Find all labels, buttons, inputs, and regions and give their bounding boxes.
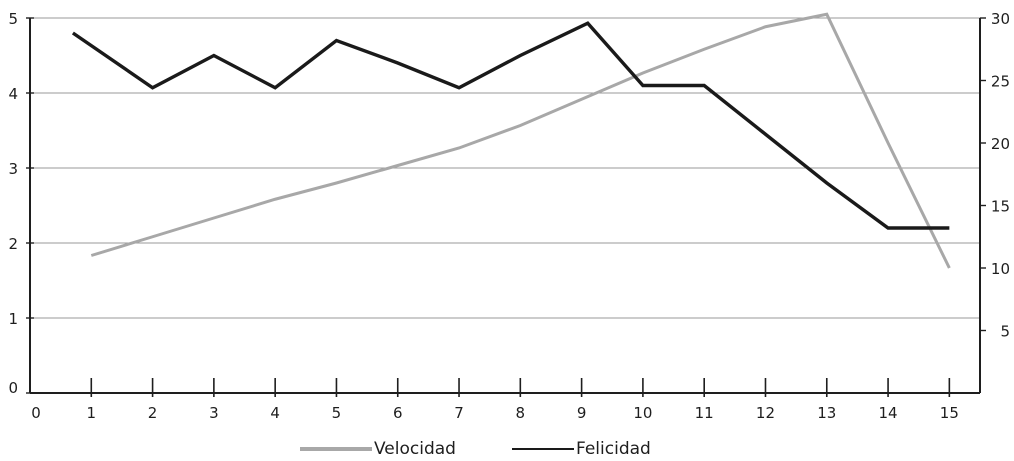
series-line-velocidad xyxy=(90,12,951,269)
legend-item-velocidad: Velocidad xyxy=(300,437,456,461)
x-tick-label-3: 3 xyxy=(209,404,219,422)
x-tick-label-1: 1 xyxy=(87,404,97,422)
x-tick-label-14: 14 xyxy=(879,404,898,422)
legend-swatch-felicidad xyxy=(512,448,574,450)
x-tick-label-4: 4 xyxy=(270,404,280,422)
y-left-label-4: 4 xyxy=(8,85,18,103)
y-left-label-5: 5 xyxy=(8,10,18,28)
legend-label-velocidad: Velocidad xyxy=(374,439,456,459)
y-right-label-25: 25 xyxy=(991,73,1010,91)
legend-swatch-velocidad xyxy=(300,447,372,451)
x-tick-label-13: 13 xyxy=(817,404,836,422)
y-right-label-5: 5 xyxy=(1000,323,1010,341)
series-lines xyxy=(71,12,951,269)
y-left-label-3: 3 xyxy=(8,160,18,178)
x-tick-label-15: 15 xyxy=(940,404,959,422)
y-left-label-1: 1 xyxy=(8,310,18,328)
x-tick-label-2: 2 xyxy=(148,404,158,422)
series-line-felicidad xyxy=(71,21,950,230)
y-left-label-0: 0 xyxy=(8,379,18,397)
x-tick-label-9: 9 xyxy=(577,404,587,422)
y-right-label-20: 20 xyxy=(991,135,1010,153)
x-tick-label-0: 0 xyxy=(31,404,41,422)
legend-label-felicidad: Felicidad xyxy=(576,439,651,459)
chart-axes xyxy=(29,18,981,394)
x-tick-label-10: 10 xyxy=(633,404,652,422)
tick-marks xyxy=(26,17,986,397)
y-left-label-2: 2 xyxy=(8,235,18,253)
x-tick-label-8: 8 xyxy=(516,404,526,422)
x-tick-label-7: 7 xyxy=(454,404,464,422)
x-tick-label-5: 5 xyxy=(332,404,342,422)
x-tick-label-6: 6 xyxy=(393,404,403,422)
y-right-label-15: 15 xyxy=(991,198,1010,216)
y-right-label-30: 30 xyxy=(991,10,1010,28)
y-right-label-10: 10 xyxy=(991,260,1010,278)
gridlines xyxy=(30,17,980,319)
legend-item-felicidad: Felicidad xyxy=(512,437,651,461)
x-tick-label-11: 11 xyxy=(695,404,714,422)
legend: Velocidad Felicidad xyxy=(0,437,1014,461)
x-tick-label-12: 12 xyxy=(756,404,775,422)
